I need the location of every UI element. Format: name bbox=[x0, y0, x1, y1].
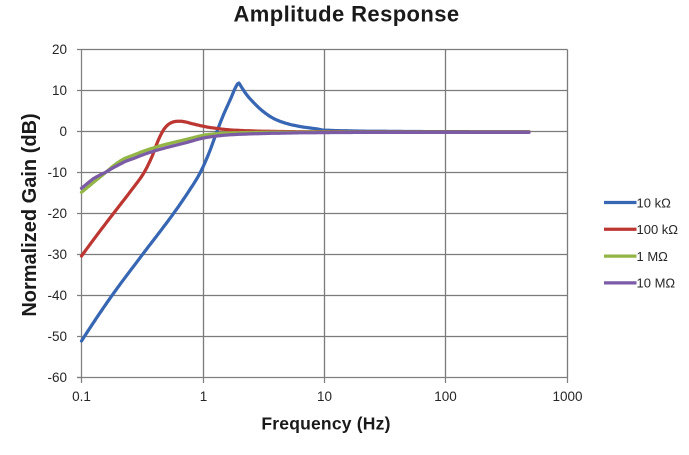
svg-text:10: 10 bbox=[52, 83, 67, 98]
svg-text:10 MΩ: 10 MΩ bbox=[637, 276, 676, 291]
svg-text:1 MΩ: 1 MΩ bbox=[637, 249, 669, 264]
svg-text:10: 10 bbox=[317, 389, 332, 404]
svg-text:1: 1 bbox=[200, 389, 208, 404]
svg-text:Frequency (Hz): Frequency (Hz) bbox=[261, 414, 390, 434]
svg-text:-60: -60 bbox=[47, 370, 67, 385]
svg-text:100 kΩ: 100 kΩ bbox=[637, 222, 679, 237]
svg-text:-50: -50 bbox=[47, 329, 67, 344]
svg-text:100: 100 bbox=[434, 389, 457, 404]
svg-text:-40: -40 bbox=[47, 288, 67, 303]
svg-text:-10: -10 bbox=[47, 165, 67, 180]
svg-text:-30: -30 bbox=[47, 247, 67, 262]
svg-text:Normalized Gain (dB): Normalized Gain (dB) bbox=[19, 113, 41, 316]
svg-text:1000: 1000 bbox=[552, 389, 582, 404]
svg-text:Amplitude Response: Amplitude Response bbox=[233, 2, 459, 27]
svg-text:0: 0 bbox=[59, 124, 67, 139]
svg-text:-20: -20 bbox=[47, 206, 67, 221]
svg-text:0.1: 0.1 bbox=[72, 389, 91, 404]
svg-text:10 kΩ: 10 kΩ bbox=[637, 195, 672, 210]
svg-text:20: 20 bbox=[52, 42, 67, 57]
